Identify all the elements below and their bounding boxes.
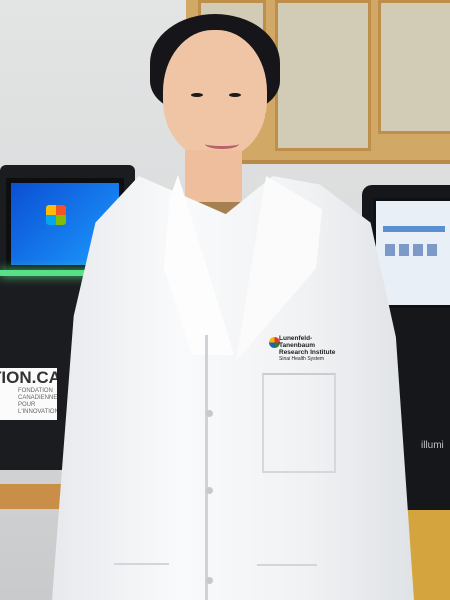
coat-pocket-left xyxy=(114,563,169,600)
logo-line-1: Lunenfeld-Tanenbaum xyxy=(279,335,315,349)
eye xyxy=(229,93,241,97)
coat-placket xyxy=(205,335,208,600)
screen-button xyxy=(413,244,423,256)
sign-text-large: ATION.CA xyxy=(0,368,57,387)
institute-logo-icon xyxy=(269,337,280,348)
cabinet-glass-door xyxy=(378,0,450,134)
eye xyxy=(191,93,203,97)
sign-text-small-1: FONDATION CANADIENNE xyxy=(18,388,57,401)
cabinet-glass-door xyxy=(275,0,371,151)
coat-pocket-right xyxy=(257,564,317,600)
screen-button xyxy=(399,244,409,256)
neck xyxy=(185,150,242,206)
sign-text-small-2: POUR L'INNOVATION xyxy=(18,402,57,415)
lab-coat xyxy=(52,176,414,600)
windows-logo-icon xyxy=(46,205,66,225)
coat-logo-text: Lunenfeld-Tanenbaum Research Institute S… xyxy=(279,335,337,363)
screen-header-bar xyxy=(383,226,445,232)
logo-line-3: Sinai Health System xyxy=(279,356,325,362)
logo-line-2: Research Institute xyxy=(279,349,336,356)
coat-button xyxy=(206,577,213,584)
screen-button xyxy=(385,244,395,256)
coat-button xyxy=(206,410,213,417)
coat-button xyxy=(206,487,213,494)
mouth xyxy=(205,139,239,149)
screen-button xyxy=(427,244,437,256)
chest-pocket xyxy=(262,373,336,473)
status-light xyxy=(0,270,108,276)
face xyxy=(163,30,267,158)
instrument-brand-label: illumi xyxy=(421,440,444,451)
funding-sign: ATION.CA FONDATION CANADIENNE POUR L'INN… xyxy=(0,368,57,420)
